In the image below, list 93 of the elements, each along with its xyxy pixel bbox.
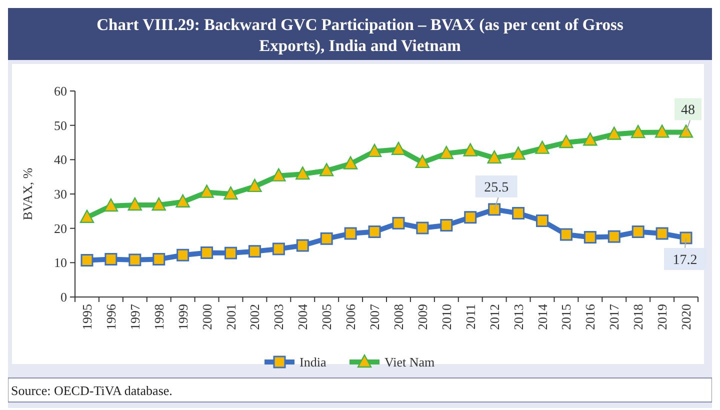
x-tick-label: 2007 (367, 304, 382, 330)
point (463, 143, 478, 156)
point (680, 232, 692, 244)
point (608, 230, 620, 243)
point (296, 166, 310, 180)
point (654, 124, 670, 138)
point (440, 218, 453, 232)
point (296, 239, 309, 252)
point (320, 232, 333, 245)
x-tick-label: 1995 (79, 304, 94, 330)
annotation: 25.5 (484, 180, 509, 196)
x-tick-label: 1996 (103, 304, 118, 330)
x-tick-label: 2005 (319, 304, 334, 330)
point (152, 252, 166, 266)
point (535, 140, 550, 154)
point (536, 214, 548, 228)
point (272, 242, 285, 256)
point (632, 226, 644, 238)
point (512, 206, 525, 220)
x-tick-label: 2002 (247, 304, 262, 330)
annotation: 48 (681, 103, 696, 118)
point (415, 154, 430, 168)
x-tick-label: 2009 (414, 304, 430, 330)
point (607, 126, 622, 140)
x-tick-label: 1998 (151, 304, 166, 330)
point (128, 197, 142, 211)
point (560, 228, 572, 241)
point (439, 146, 454, 160)
point (343, 156, 358, 170)
y-tick-label: 20 (54, 220, 67, 236)
source-note: Source: OECD-TiVA database. (11, 383, 172, 398)
point (344, 227, 357, 240)
point (511, 146, 526, 160)
y-tick-label: 40 (54, 152, 67, 168)
x-tick-label: 2008 (390, 304, 406, 330)
x-tick-label: 2011 (462, 304, 478, 330)
x-tick-label: 2019 (654, 304, 670, 330)
x-tick-label: 2020 (678, 304, 694, 330)
x-tick-label: 2014 (534, 304, 550, 330)
x-tick-label: 2018 (630, 304, 646, 330)
y-axis-title: BVAX, % (20, 168, 35, 220)
x-tick-label: 2015 (558, 304, 574, 330)
point (583, 132, 598, 146)
x-tick-label: 2017 (606, 304, 622, 330)
y-tick-label: 50 (54, 118, 67, 133)
point (678, 124, 694, 138)
y-tick-label: 60 (54, 84, 67, 98)
x-tick-label: 2000 (199, 304, 214, 330)
point (488, 203, 501, 216)
y-tick-label: 0 (60, 290, 67, 304)
x-tick-label: 2012 (486, 304, 502, 330)
point (392, 216, 405, 230)
point (630, 124, 646, 138)
y-tick-label: 30 (54, 186, 67, 202)
point (224, 186, 238, 200)
x-tick-label: 1999 (175, 304, 190, 330)
point (272, 168, 286, 182)
x-tick-label: 2013 (510, 304, 526, 330)
point (104, 252, 118, 266)
point (128, 254, 142, 266)
x-tick-label: 2004 (295, 304, 310, 330)
point (80, 210, 94, 223)
point (368, 226, 381, 238)
point (200, 246, 214, 259)
point (248, 178, 262, 192)
point (559, 134, 574, 148)
annotation: 17.2 (672, 252, 698, 268)
x-tick-label: 2001 (223, 304, 238, 330)
y-tick-label: 10 (54, 255, 67, 270)
chart-title: Chart VIII.29: Backward GVC Participation – BVAX (as per cent of Gross Exports), India and Vietnam (96, 15, 624, 55)
x-tick-label: 2003 (271, 304, 286, 330)
x-tick-label: 1997 (127, 304, 142, 330)
point (176, 194, 190, 208)
point (224, 246, 237, 260)
point (80, 254, 94, 267)
x-tick-label: 2016 (582, 304, 598, 330)
point (367, 144, 382, 158)
point (487, 150, 502, 164)
point (416, 222, 429, 234)
point (152, 197, 166, 211)
point (248, 245, 261, 258)
point (200, 184, 214, 198)
x-tick-label: 2006 (343, 304, 358, 330)
point (464, 211, 477, 224)
point (176, 248, 190, 262)
legend-label: India (300, 354, 326, 370)
point (319, 163, 334, 176)
point (656, 227, 668, 240)
point (391, 142, 406, 155)
x-tick-label: 2010 (438, 304, 454, 330)
legend-label: Viet Nam (384, 354, 435, 370)
point (584, 231, 596, 244)
point (104, 198, 118, 212)
